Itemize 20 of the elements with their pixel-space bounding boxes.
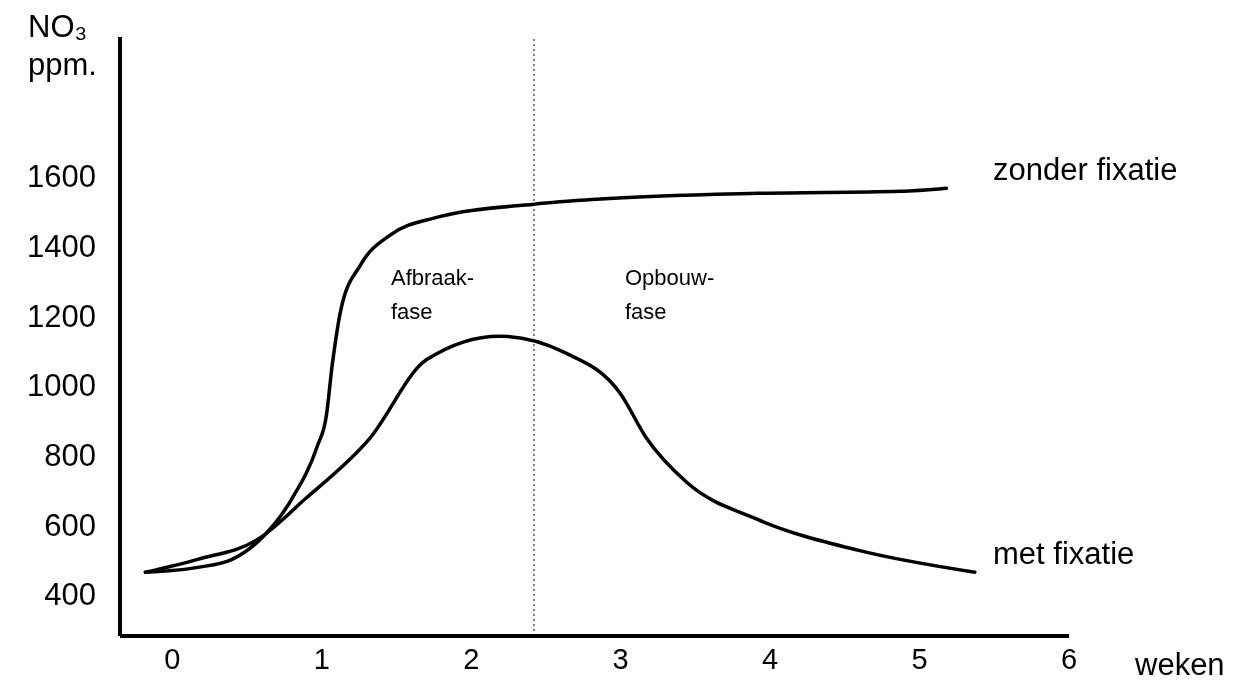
series-label: zonder fixatie [993, 152, 1178, 188]
y-tick-label: 800 [44, 437, 96, 473]
y-tick-label: 600 [44, 507, 96, 543]
x-tick-label: 2 [463, 642, 480, 675]
annotation: Afbraak- fase [390, 265, 475, 325]
series-label: met fixatie [993, 536, 1135, 572]
x-tick-label: 6 [1060, 642, 1078, 675]
annotation: Opbouw- fase [624, 265, 715, 325]
y-tick-label: 400 [44, 577, 96, 613]
y-tick-label: 1000 [27, 368, 96, 404]
x-tick-label: 4 [762, 642, 779, 675]
x-axis-title: weken [1135, 647, 1225, 683]
x-tick-label: 0 [164, 642, 181, 675]
y-tick-label: 1400 [27, 228, 96, 264]
y-tick-label: 1600 [27, 159, 96, 195]
x-tick-label: 5 [911, 642, 928, 675]
x-tick-label: 3 [612, 642, 629, 675]
y-tick-label: 1200 [27, 298, 96, 334]
x-tick-label: 1 [313, 642, 330, 675]
y-axis-title: NO₃ ppm. [28, 8, 97, 84]
